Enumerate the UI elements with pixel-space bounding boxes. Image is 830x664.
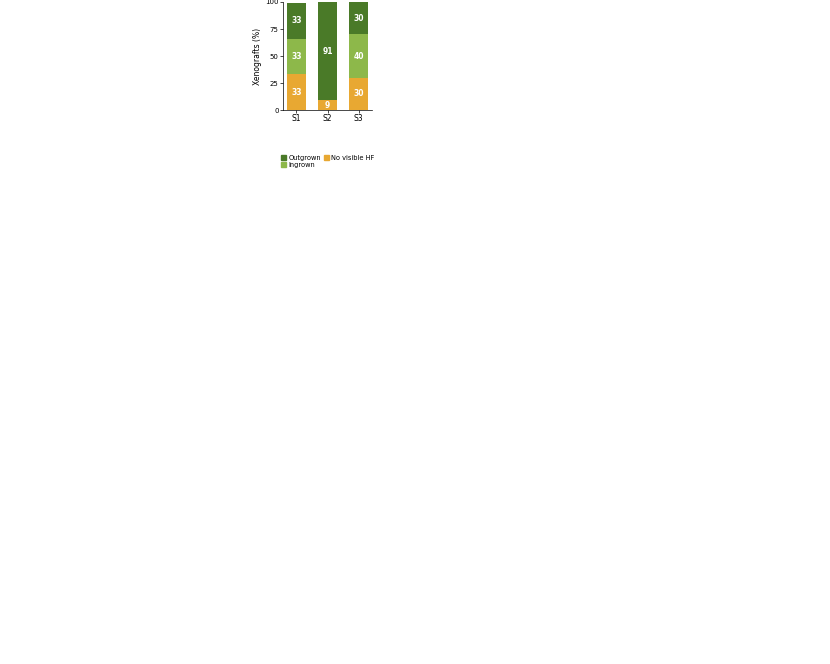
Bar <box>287 39 305 74</box>
Legend: Outgrown, Ingrown, No visible HF: Outgrown, Ingrown, No visible HF <box>281 155 375 169</box>
Text: 30: 30 <box>354 14 364 23</box>
Text: 91: 91 <box>322 46 333 56</box>
Text: 33: 33 <box>291 88 301 97</box>
Bar <box>349 2 369 35</box>
Text: 33: 33 <box>291 17 301 25</box>
Bar <box>349 35 369 78</box>
Text: 9: 9 <box>325 101 330 110</box>
Bar <box>287 74 305 110</box>
Text: 33: 33 <box>291 52 301 61</box>
Text: 40: 40 <box>354 52 364 60</box>
Bar <box>318 100 337 110</box>
Text: 30: 30 <box>354 90 364 98</box>
Bar <box>318 2 337 100</box>
Bar <box>287 3 305 39</box>
Y-axis label: Xenografts (%): Xenografts (%) <box>253 27 262 84</box>
Bar <box>349 78 369 110</box>
